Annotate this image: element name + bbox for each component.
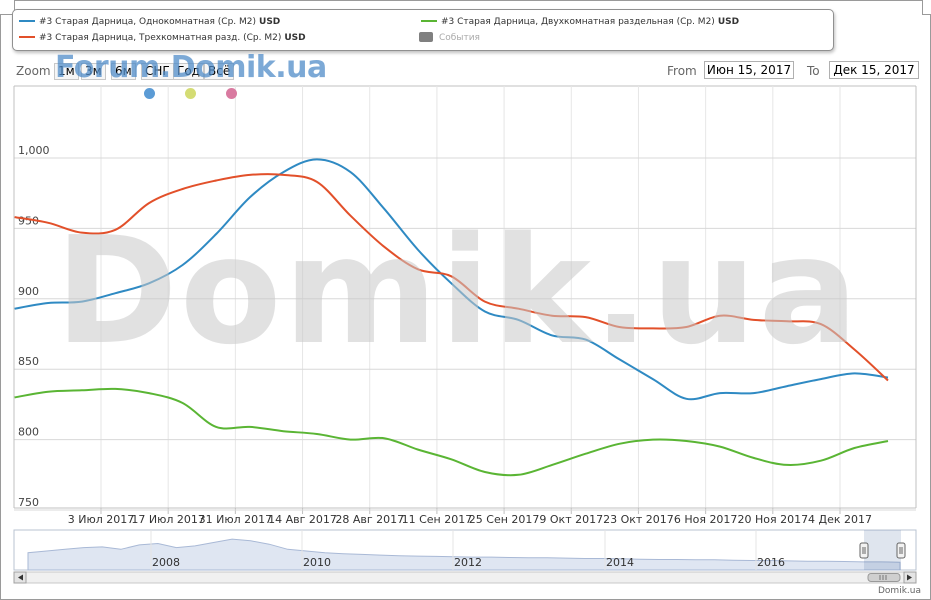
x-tick-label: 28 Авг 2017 (335, 513, 404, 526)
navigator-area (27, 538, 901, 571)
event-marker-blue[interactable] (144, 88, 155, 99)
y-tick-label: 1,000 (18, 144, 50, 157)
navigator-selection (864, 530, 901, 570)
x-tick-label: 4 Дек 2017 (808, 513, 872, 526)
frame-corner-left (0, 0, 15, 15)
legend-item-three-room[interactable]: #3 Старая Дарница, Трехкомнатная разд. (… (19, 31, 306, 45)
x-tick-label: 31 Июл 2017 (199, 513, 273, 526)
zoom-button-all[interactable]: Всё (204, 63, 235, 80)
scrollbar-thumb[interactable] (867, 573, 901, 582)
event-marker-pink[interactable] (226, 88, 237, 99)
x-tick-label: 11 Сен 2017 (402, 513, 473, 526)
legend-item-events[interactable]: События (419, 31, 480, 45)
legend-unit-one-room: USD (259, 17, 281, 27)
credit-label: Domik.ua (878, 586, 921, 596)
x-tick-label: 25 Сен 2017 (469, 513, 540, 526)
navigator-year-label: 2010 (303, 556, 331, 569)
zoom-button-3m[interactable]: 3м (81, 63, 106, 80)
legend-unit-two-room: USD (717, 17, 740, 27)
x-tick-label: 3 Июл 2017 (68, 513, 135, 526)
legend-label-three-room: #3 Старая Дарница, Трехкомнатная разд. (… (39, 33, 282, 43)
zoom-button-1m[interactable]: 1м (54, 63, 79, 80)
x-tick-label: 17 Июл 2017 (131, 513, 205, 526)
event-marker-yellow[interactable] (185, 88, 196, 99)
series-group (14, 158, 889, 477)
legend-label-events: События (439, 33, 480, 43)
x-tick-label: 23 Окт 2017 (603, 513, 674, 526)
chart-legend: #3 Старая Дарница, Однокомнатная (Ср. М2… (12, 9, 834, 51)
x-tick-label: 6 Ноя 2017 (674, 513, 738, 526)
scroll-left-arrow-icon (18, 574, 23, 581)
legend-unit-three-room: USD (284, 33, 306, 43)
y-tick-label: 800 (18, 426, 39, 439)
legend-swatch-events (419, 31, 433, 42)
from-label: From (667, 64, 697, 78)
scroll-right-arrow-icon (907, 574, 912, 581)
to-label: To (807, 64, 820, 78)
x-tick-label: 14 Авг 2017 (268, 513, 337, 526)
navigator-year-label: 2008 (152, 556, 180, 569)
legend-label-two-room: #3 Старая Дарница, Двухкомнатная раздель… (441, 17, 715, 27)
y-tick-label: 850 (18, 355, 39, 368)
navigator-year-label: 2016 (757, 556, 785, 569)
y-tick-label: 900 (18, 285, 39, 298)
scrollbar-grip-icon (879, 575, 887, 580)
legend-label-one-room: #3 Старая Дарница, Однокомнатная (Ср. М2… (39, 17, 257, 27)
series-line-one-room[interactable] (14, 158, 889, 401)
zoom-button-1y[interactable]: Год (173, 63, 204, 80)
navigator-handle-right[interactable] (896, 542, 906, 559)
y-tick-label: 750 (18, 496, 39, 509)
to-date-input[interactable] (829, 61, 919, 79)
zoom-label: Zoom (16, 64, 51, 78)
x-tick-label: 20 Ноя 2017 (738, 513, 809, 526)
series-line-two-room[interactable] (14, 387, 889, 477)
navigator-handle-left[interactable] (859, 542, 869, 559)
legend-item-two-room[interactable]: #3 Старая Дарница, Двухкомнатная раздель… (421, 15, 739, 29)
series-line-three-room[interactable] (14, 173, 889, 382)
legend-swatch-one-room (19, 19, 35, 22)
x-tick-label: 9 Окт 2017 (539, 513, 603, 526)
from-date-input[interactable] (704, 61, 794, 79)
zoom-button-ytd[interactable]: СНГ (141, 63, 174, 80)
watermark-forum: Forum.Domik.ua (55, 50, 327, 85)
legend-item-one-room[interactable]: #3 Старая Дарница, Однокомнатная (Ср. М2… (19, 15, 280, 29)
navigator-year-label: 2014 (606, 556, 634, 569)
legend-swatch-three-room (19, 35, 35, 38)
scrollbar-track[interactable] (13, 571, 917, 584)
navigator-year-label: 2012 (454, 556, 482, 569)
zoom-button-6m[interactable]: 6м (111, 63, 136, 80)
legend-swatch-two-room (421, 19, 437, 22)
frame-corner-right (922, 0, 931, 15)
watermark-center: Domik.ua (55, 205, 861, 377)
range-selector: Zoom 1м 3м 6м СНГ Год Всё From To (14, 60, 924, 82)
